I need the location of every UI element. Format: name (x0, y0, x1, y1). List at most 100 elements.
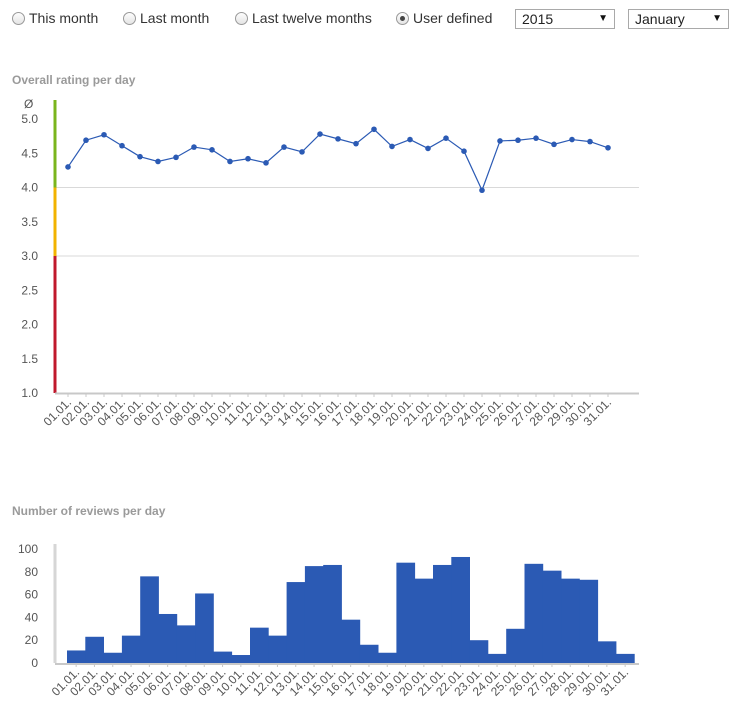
rating-point (515, 137, 521, 144)
review-bar (268, 635, 287, 663)
review-bar (579, 579, 599, 663)
review-bar (250, 627, 269, 663)
review-bar (158, 613, 178, 663)
rating-point (335, 136, 341, 142)
review-bar (85, 636, 104, 663)
rating-point (191, 144, 197, 150)
rating-chart-title: Overall rating per day (12, 73, 136, 87)
rating-point (119, 142, 125, 149)
rating-point (479, 187, 485, 194)
radio-dot[interactable] (12, 11, 25, 25)
y-tick-label: 3.0 (21, 249, 38, 263)
review-bar (213, 651, 233, 663)
rating-point (245, 155, 251, 162)
radio-label: Last month (140, 10, 210, 26)
review-bar (451, 556, 470, 663)
y-tick-label: 2.0 (21, 318, 38, 332)
y-tick-label: 5.0 (21, 112, 38, 126)
review-bar (396, 562, 416, 663)
review-bar (67, 650, 86, 663)
year-select-value: 2015 (522, 11, 554, 27)
rating-point (425, 145, 431, 152)
radio-user-defined[interactable]: User defined (396, 10, 492, 26)
review-bar (341, 619, 361, 663)
radio-last-month[interactable]: Last month (123, 10, 209, 26)
review-bar (121, 635, 141, 663)
month-select-value: January (635, 11, 685, 27)
filter-bar: This month Last month Last twelve months… (0, 0, 751, 40)
y-tick-label: 60 (25, 588, 39, 602)
rating-point (443, 135, 449, 141)
rating-point (227, 158, 233, 165)
y-tick-label: 40 (25, 610, 39, 624)
y-tick-label: 4.5 (21, 146, 38, 160)
radio-last-twelve-months[interactable]: Last twelve months (235, 10, 372, 26)
rating-point (407, 136, 413, 143)
review-bar (359, 644, 379, 663)
y-tick-label: 1.5 (21, 352, 38, 366)
review-bar (195, 593, 214, 663)
y-tick-label: 80 (25, 565, 39, 579)
review-bar (616, 653, 635, 663)
rating-point (605, 144, 611, 151)
rating-point (533, 135, 539, 141)
radio-this-month[interactable]: This month (12, 10, 98, 26)
rating-point (155, 158, 161, 165)
review-bar (433, 564, 452, 663)
rating-point (209, 147, 215, 153)
review-bar (597, 641, 617, 663)
rating-point (83, 137, 89, 144)
review-bar (286, 582, 306, 663)
rating-point (101, 131, 107, 138)
chevron-down-icon: ▼ (712, 13, 722, 24)
chevron-down-icon: ▼ (598, 13, 608, 24)
y-tick-label: 1.0 (21, 386, 38, 400)
rating-point (137, 153, 143, 160)
rating-point (587, 138, 593, 145)
review-bar (542, 570, 562, 663)
rating-point (353, 140, 359, 147)
rating-point (497, 138, 503, 144)
review-bar (176, 625, 196, 663)
rating-point (173, 154, 179, 161)
radio-label: Last twelve months (252, 10, 372, 26)
review-bar (140, 576, 159, 663)
rating-point (281, 144, 287, 150)
review-bar (561, 578, 580, 663)
y-tick-label: 2.5 (21, 283, 38, 297)
reviews-chart-title: Number of reviews per day (12, 504, 166, 518)
rating-point (317, 131, 323, 137)
y-tick-label: 0 (31, 656, 38, 670)
rating-point (371, 126, 377, 133)
review-bar (304, 566, 324, 663)
review-bar (414, 578, 434, 663)
y-tick-label: 20 (25, 633, 39, 647)
rating-point (569, 136, 575, 143)
y-tick-label: 4.0 (21, 181, 38, 195)
y-axis-label: Ø (24, 97, 33, 111)
rating-point (389, 143, 395, 150)
radio-dot[interactable] (235, 11, 248, 25)
year-select[interactable]: 2015 ▼ (515, 9, 615, 29)
review-bar (103, 652, 123, 663)
review-bar (469, 640, 489, 663)
review-bar (524, 563, 544, 663)
review-bar (487, 653, 507, 663)
review-bar (378, 652, 397, 663)
radio-label: User defined (413, 10, 493, 26)
review-bar (231, 655, 251, 663)
rating-point (461, 148, 467, 154)
review-bar (506, 628, 525, 663)
rating-point (65, 164, 71, 170)
y-tick-label: 100 (18, 542, 38, 556)
rating-point (263, 160, 269, 166)
rating-point (551, 141, 557, 148)
y-tick-label: 3.5 (21, 215, 38, 229)
radio-dot[interactable] (123, 11, 136, 25)
review-bar (323, 564, 342, 663)
radio-dot[interactable] (396, 11, 409, 25)
radio-label: This month (29, 10, 99, 26)
month-select[interactable]: January ▼ (628, 9, 729, 29)
rating-point (299, 149, 305, 155)
